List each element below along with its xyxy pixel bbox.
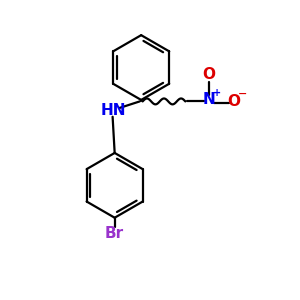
Text: −: − — [238, 88, 248, 98]
Text: N: N — [202, 92, 215, 107]
Text: +: + — [213, 88, 221, 98]
Text: HN: HN — [100, 103, 126, 118]
Text: O: O — [227, 94, 240, 109]
Text: O: O — [202, 68, 215, 82]
Text: Br: Br — [105, 226, 124, 241]
